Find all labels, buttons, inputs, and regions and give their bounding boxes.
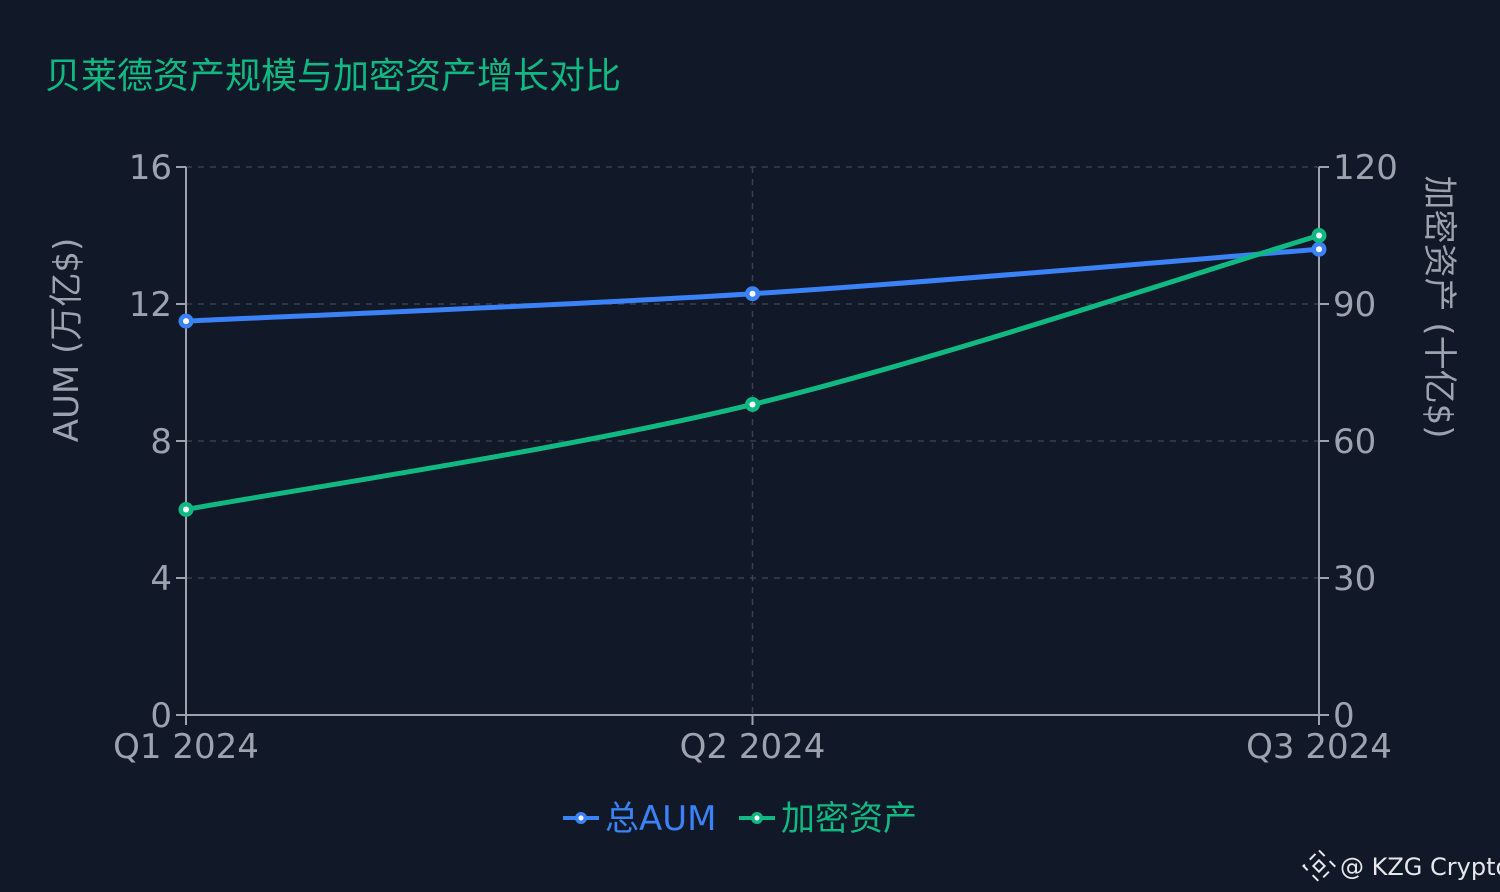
y-right-tick-label: 30 xyxy=(1333,559,1376,599)
y-right-tick-label: 120 xyxy=(1333,148,1398,188)
data-point-center xyxy=(183,506,189,513)
legend-item: 总AUM xyxy=(563,799,716,839)
watermark: @ KZG Crypto xyxy=(1302,849,1500,883)
y-left-tick-label: 4 xyxy=(150,559,172,599)
series-2 xyxy=(178,228,1327,517)
y-right-tick-label: 60 xyxy=(1333,422,1376,462)
axes: 0 4 8 12 16 0 30 60 90 120 Q1 2024 Q2 2024 Q3 2024 xyxy=(113,148,1398,767)
legend: 总AUM 加密资产 xyxy=(563,799,917,839)
series-line xyxy=(183,246,1322,324)
data-point-center xyxy=(749,290,756,297)
data-point-center xyxy=(749,401,756,408)
watermark-text: @ KZG Crypto xyxy=(1340,853,1500,881)
series-layer xyxy=(178,228,1327,517)
binance-logo-icon xyxy=(1302,849,1336,883)
legend-swatch-marker-center xyxy=(578,815,584,821)
data-point-center xyxy=(1316,232,1322,239)
data-point-center xyxy=(183,318,189,325)
y-axis-left-label: AUM (万亿$) xyxy=(47,238,87,442)
y-left-tick-label: 16 xyxy=(129,148,172,188)
x-tick-label: Q2 2024 xyxy=(680,727,826,767)
x-tick-label: Q1 2024 xyxy=(113,727,259,767)
grid-lines xyxy=(186,166,1319,715)
data-point-center xyxy=(1316,246,1322,253)
y-axis-right-label: 加密资产 (十亿$) xyxy=(1419,176,1459,439)
y-right-tick-label: 90 xyxy=(1333,285,1376,325)
y-right-tick-label: 0 xyxy=(1333,696,1355,736)
legend-label: 加密资产 xyxy=(781,799,917,839)
y-left-tick-label: 8 xyxy=(150,422,172,462)
chart-title: 贝莱德资产规模与加密资产增长对比 xyxy=(45,56,621,97)
x-tick-label: Q3 2024 xyxy=(1246,727,1392,767)
y-left-tick-label: 0 xyxy=(150,696,172,736)
series-1 xyxy=(178,241,1327,329)
legend-swatch-marker-center xyxy=(754,815,760,821)
y-left-tick-label: 12 xyxy=(129,285,172,325)
legend-label: 总AUM xyxy=(605,799,716,839)
legend-item: 加密资产 xyxy=(739,799,917,839)
